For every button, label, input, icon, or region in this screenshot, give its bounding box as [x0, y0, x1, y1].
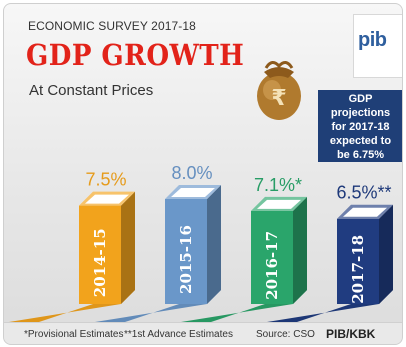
money-bag-icon: ₹	[257, 61, 301, 120]
subtitle: At Constant Prices	[29, 82, 154, 99]
bar-2015-16: 8.0% 2015-16	[165, 163, 221, 304]
bar-2017-18: 6.5%** 2017-18	[336, 183, 393, 304]
bar-front	[251, 210, 293, 304]
bar-top-opening	[171, 188, 215, 197]
bar-side	[121, 191, 135, 304]
pib-logo: pib	[353, 14, 402, 78]
projection-line: expected to	[329, 135, 392, 147]
category-label: 2016-17	[263, 231, 281, 300]
bar-top-opening	[85, 194, 129, 204]
infographic-frame: ECONOMIC SURVEY 2017-18 GDP GROWTH At Co…	[3, 3, 403, 345]
kicker-text: ECONOMIC SURVEY 2017-18	[28, 19, 196, 33]
category-label: 2015-16	[177, 225, 195, 294]
bar-front	[337, 218, 379, 304]
credit-text: PIB/KBK	[326, 327, 376, 341]
value-label: 8.0%	[171, 163, 212, 183]
bar-top-opening	[343, 207, 387, 217]
footer-bar: *Provisional Estimates **1st Advance Est…	[4, 322, 402, 344]
bar-front	[79, 205, 121, 304]
source-text: Source: CSO	[256, 329, 315, 340]
bar-top-opening	[257, 199, 301, 209]
projection-line: be 6.75%	[336, 149, 385, 161]
page-title: GDP GROWTH	[26, 38, 245, 72]
bar-2016-17: 7.1%* 2016-17	[251, 175, 307, 304]
footnote-provisional: *Provisional Estimates	[24, 329, 124, 340]
bar-side	[293, 196, 307, 304]
value-label: 7.5%	[85, 170, 126, 190]
category-label: 2014-15	[91, 228, 109, 297]
bar-chart: 7.5% 2014-15 8.0% 2015-16 7.1%* 2016-17 6.5%**…	[9, 61, 393, 322]
category-label: 2017-18	[349, 235, 367, 304]
bar-front	[165, 199, 207, 304]
bar-side	[207, 185, 221, 304]
value-label: 7.1%*	[254, 175, 302, 195]
projection-note: GDP projections for 2017-18 expected to …	[318, 90, 402, 162]
bars-group: 7.5% 2014-15 8.0% 2015-16 7.1%* 2016-17 6.5%**…	[79, 163, 393, 304]
bar-2014-15: 7.5% 2014-15	[79, 170, 135, 304]
pib-logo-text: pib	[358, 29, 387, 51]
projection-line: GDP projections	[330, 93, 391, 119]
projection-line: for 2017-18	[331, 121, 390, 133]
footnote-advance: **1st Advance Estimates	[124, 329, 233, 340]
value-label: 6.5%**	[336, 183, 391, 203]
svg-text:₹: ₹	[271, 86, 286, 111]
bar-side	[379, 204, 393, 304]
